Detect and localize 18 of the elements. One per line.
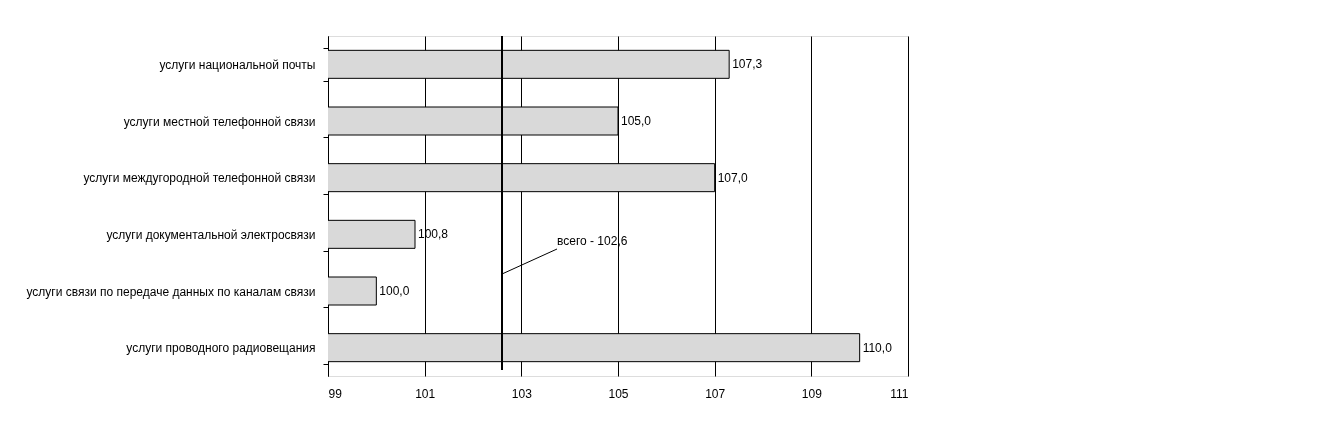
x-tick-label: 101 [415, 386, 436, 401]
y-tick-label: услуги междугородной телефонной связи [83, 171, 316, 186]
x-tick-label: 105 [608, 386, 629, 401]
data-label: 107,3 [732, 57, 763, 72]
x-tick-label: 99 [328, 386, 343, 401]
data-label: 105,0 [621, 114, 652, 128]
y-tick-label: услуги национальной почты [159, 57, 316, 72]
x-tick-label: 109 [801, 386, 823, 401]
data-label: 110,0 [862, 340, 893, 355]
y-tick-label: услуги проводного радиовещания [126, 341, 316, 356]
data-label: 100,0 [379, 284, 410, 298]
y-tick-label: услуги связи по передаче данных по каналам связи [26, 284, 316, 299]
y-tick-label: услуги документальной электросвязи [106, 227, 316, 242]
data-label: 107,0 [717, 170, 749, 185]
y-tick-label: услуги местной телефонной связи [123, 114, 316, 129]
x-tick-label: 111 [890, 386, 909, 401]
x-tick-label: 103 [511, 386, 533, 401]
x-tick-label: 107 [705, 386, 726, 401]
